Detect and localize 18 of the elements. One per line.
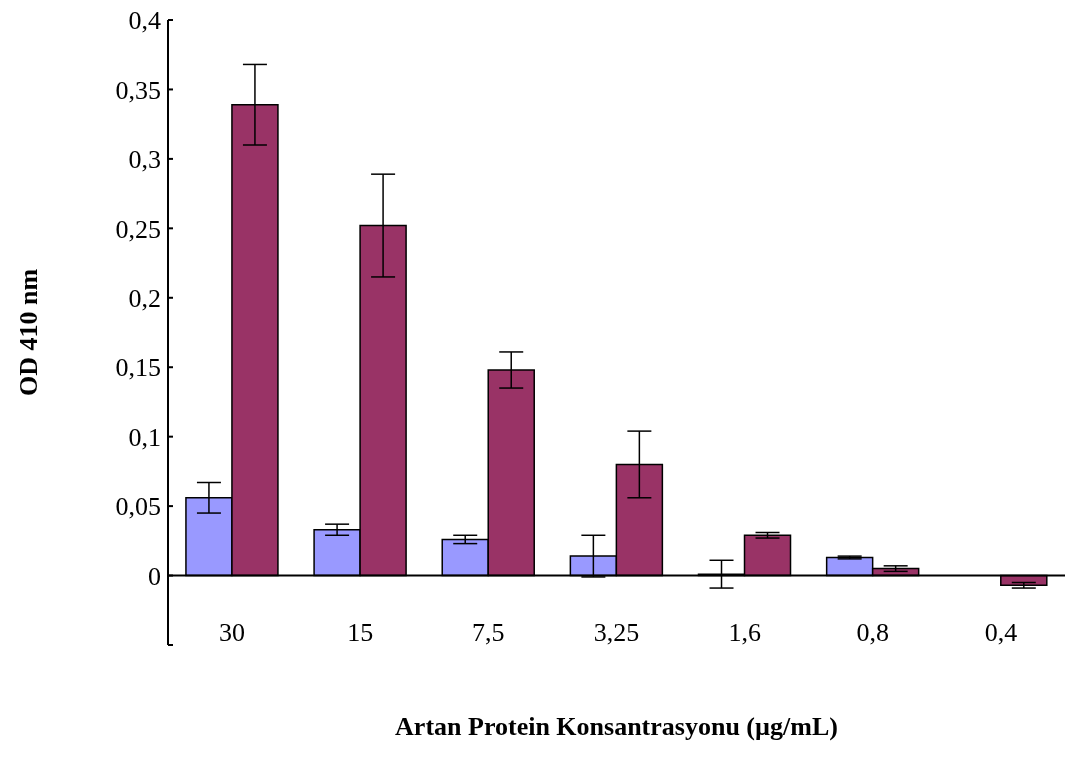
x-tick-label: 30 (219, 618, 246, 648)
y-axis-title: OD 410 nm (14, 268, 44, 397)
x-tick-label: 3,25 (593, 618, 640, 648)
x-tick-label: 15 (347, 618, 374, 648)
x-axis-title: Artan Protein Konsantrasyonu (µg/mL) (395, 712, 838, 741)
x-tick-label: 0,4 (984, 618, 1018, 648)
y-tick-label: 0,25 (115, 214, 161, 244)
x-tick-label: 1,6 (728, 618, 761, 648)
y-tick-label: 0 (148, 561, 161, 591)
y-tick-label: 0,3 (128, 145, 161, 175)
y-tick-label: 0,1 (128, 422, 161, 452)
x-tick-label: 0,8 (856, 618, 890, 648)
y-tick-label: 0,05 (115, 492, 161, 522)
y-tick-label: 0,2 (128, 284, 161, 314)
y-tick-label: 0,4 (128, 6, 161, 36)
y-tick-label: 0,15 (115, 353, 161, 383)
y-tick-label: 0,35 (115, 75, 161, 105)
x-tick-label: 7,5 (472, 618, 505, 648)
